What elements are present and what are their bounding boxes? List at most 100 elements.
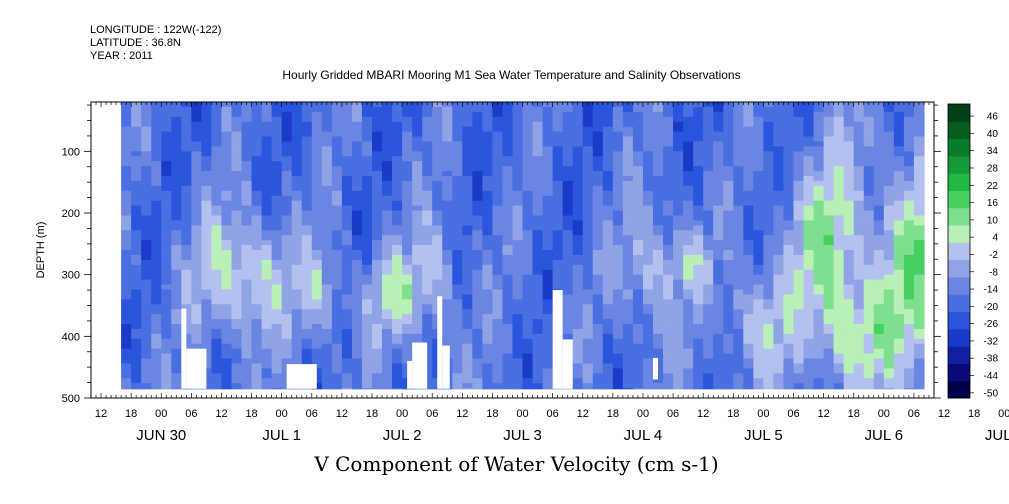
heatmap-cell xyxy=(763,368,775,374)
heatmap-cell xyxy=(131,299,142,305)
heatmap-cell xyxy=(673,314,684,320)
heatmap-cell xyxy=(331,141,343,147)
heatmap-cell xyxy=(612,190,624,197)
heatmap-cell xyxy=(653,378,664,384)
heatmap-cell xyxy=(382,126,393,133)
heatmap-cell xyxy=(612,319,624,325)
heatmap-cell xyxy=(552,185,564,192)
heatmap-cell xyxy=(833,116,845,123)
heatmap-cell xyxy=(301,250,313,256)
heatmap-cell xyxy=(683,235,694,241)
heatmap-cell xyxy=(813,388,825,390)
heatmap-cell xyxy=(763,304,775,310)
heatmap-cell xyxy=(783,338,795,345)
heatmap-cell xyxy=(693,230,704,236)
heatmap-cell xyxy=(893,225,905,231)
heatmap-cell xyxy=(803,363,815,369)
heatmap-cell xyxy=(432,274,443,281)
heatmap-cell xyxy=(331,220,343,226)
heatmap-cell xyxy=(311,269,323,276)
heatmap-cell xyxy=(482,289,494,295)
heatmap-cell xyxy=(161,121,172,128)
heatmap-cell xyxy=(582,324,594,330)
heatmap-cell xyxy=(873,146,885,152)
heatmap-cell xyxy=(673,215,684,221)
heatmap-cell xyxy=(703,116,714,123)
heatmap-cell xyxy=(653,388,664,390)
heatmap-cell xyxy=(201,284,213,291)
heatmap-cell xyxy=(572,314,584,320)
heatmap-cell xyxy=(492,205,504,212)
heatmap-cell xyxy=(562,176,574,182)
heatmap-cell xyxy=(763,190,775,197)
heatmap-cell xyxy=(693,378,704,384)
heatmap-cell xyxy=(843,195,855,202)
heatmap-cell xyxy=(402,343,413,350)
heatmap-cell xyxy=(823,111,835,118)
heatmap-cell xyxy=(522,338,534,345)
heatmap-cell xyxy=(883,166,895,172)
heatmap-cell xyxy=(392,378,403,384)
heatmap-cell xyxy=(121,388,132,390)
heatmap-cell xyxy=(502,151,514,157)
heatmap-cell xyxy=(733,146,744,152)
heatmap-cell xyxy=(261,215,273,221)
heatmap-cell xyxy=(311,190,323,197)
heatmap-cell xyxy=(783,136,795,143)
heatmap-cell xyxy=(161,136,172,143)
heatmap-cell xyxy=(592,121,604,128)
heatmap-cell xyxy=(622,190,634,197)
heatmap-cell xyxy=(191,294,202,300)
heatmap-cell xyxy=(412,264,423,271)
heatmap-cell xyxy=(131,358,142,365)
heatmap-cell xyxy=(843,106,855,113)
heatmap-cell xyxy=(683,156,694,162)
heatmap-cell xyxy=(432,111,443,118)
heatmap-cell xyxy=(251,363,263,369)
heatmap-cell xyxy=(642,141,654,147)
heatmap-cell xyxy=(873,121,885,128)
heatmap-cell xyxy=(482,358,494,365)
heatmap-cell xyxy=(422,338,433,345)
heatmap-cell xyxy=(271,210,283,217)
heatmap-cell xyxy=(331,378,343,384)
heatmap-cell xyxy=(271,264,283,271)
heatmap-cell xyxy=(903,304,915,310)
heatmap-cell xyxy=(823,304,835,310)
heatmap-cell xyxy=(211,210,223,217)
heatmap-cell xyxy=(893,383,905,389)
heatmap-cell xyxy=(723,314,734,320)
heatmap-cell xyxy=(321,373,333,379)
heatmap-cell xyxy=(422,314,433,320)
heatmap-cell xyxy=(773,254,785,261)
heatmap-cell xyxy=(211,304,223,310)
heatmap-cell xyxy=(873,254,885,261)
heatmap-cell xyxy=(472,309,483,315)
heatmap-cell xyxy=(542,289,554,295)
heatmap-cell xyxy=(221,383,233,389)
heatmap-cell xyxy=(251,121,263,128)
heatmap-cell xyxy=(412,200,423,207)
heatmap-cell xyxy=(402,314,413,320)
heatmap-cell xyxy=(522,166,534,172)
heatmap-cell xyxy=(422,279,433,286)
heatmap-cell xyxy=(191,146,202,152)
heatmap-cell xyxy=(412,220,423,226)
heatmap-cell xyxy=(763,180,775,187)
heatmap-cell xyxy=(753,279,764,286)
heatmap-cell xyxy=(903,353,915,360)
heatmap-cell xyxy=(783,121,795,128)
heatmap-cell xyxy=(532,116,544,123)
heatmap-cell xyxy=(412,274,423,281)
heatmap-cell xyxy=(251,338,263,345)
heatmap-cell xyxy=(632,289,644,295)
heatmap-cell xyxy=(833,205,845,212)
heatmap-cell xyxy=(131,195,142,202)
heatmap-cell xyxy=(612,151,624,157)
heatmap-cell xyxy=(502,200,514,207)
heatmap-cell xyxy=(121,254,132,261)
heatmap-cell xyxy=(341,269,353,276)
heatmap-cell xyxy=(472,358,483,365)
heatmap-cell xyxy=(532,279,544,286)
heatmap-cell xyxy=(763,259,775,266)
